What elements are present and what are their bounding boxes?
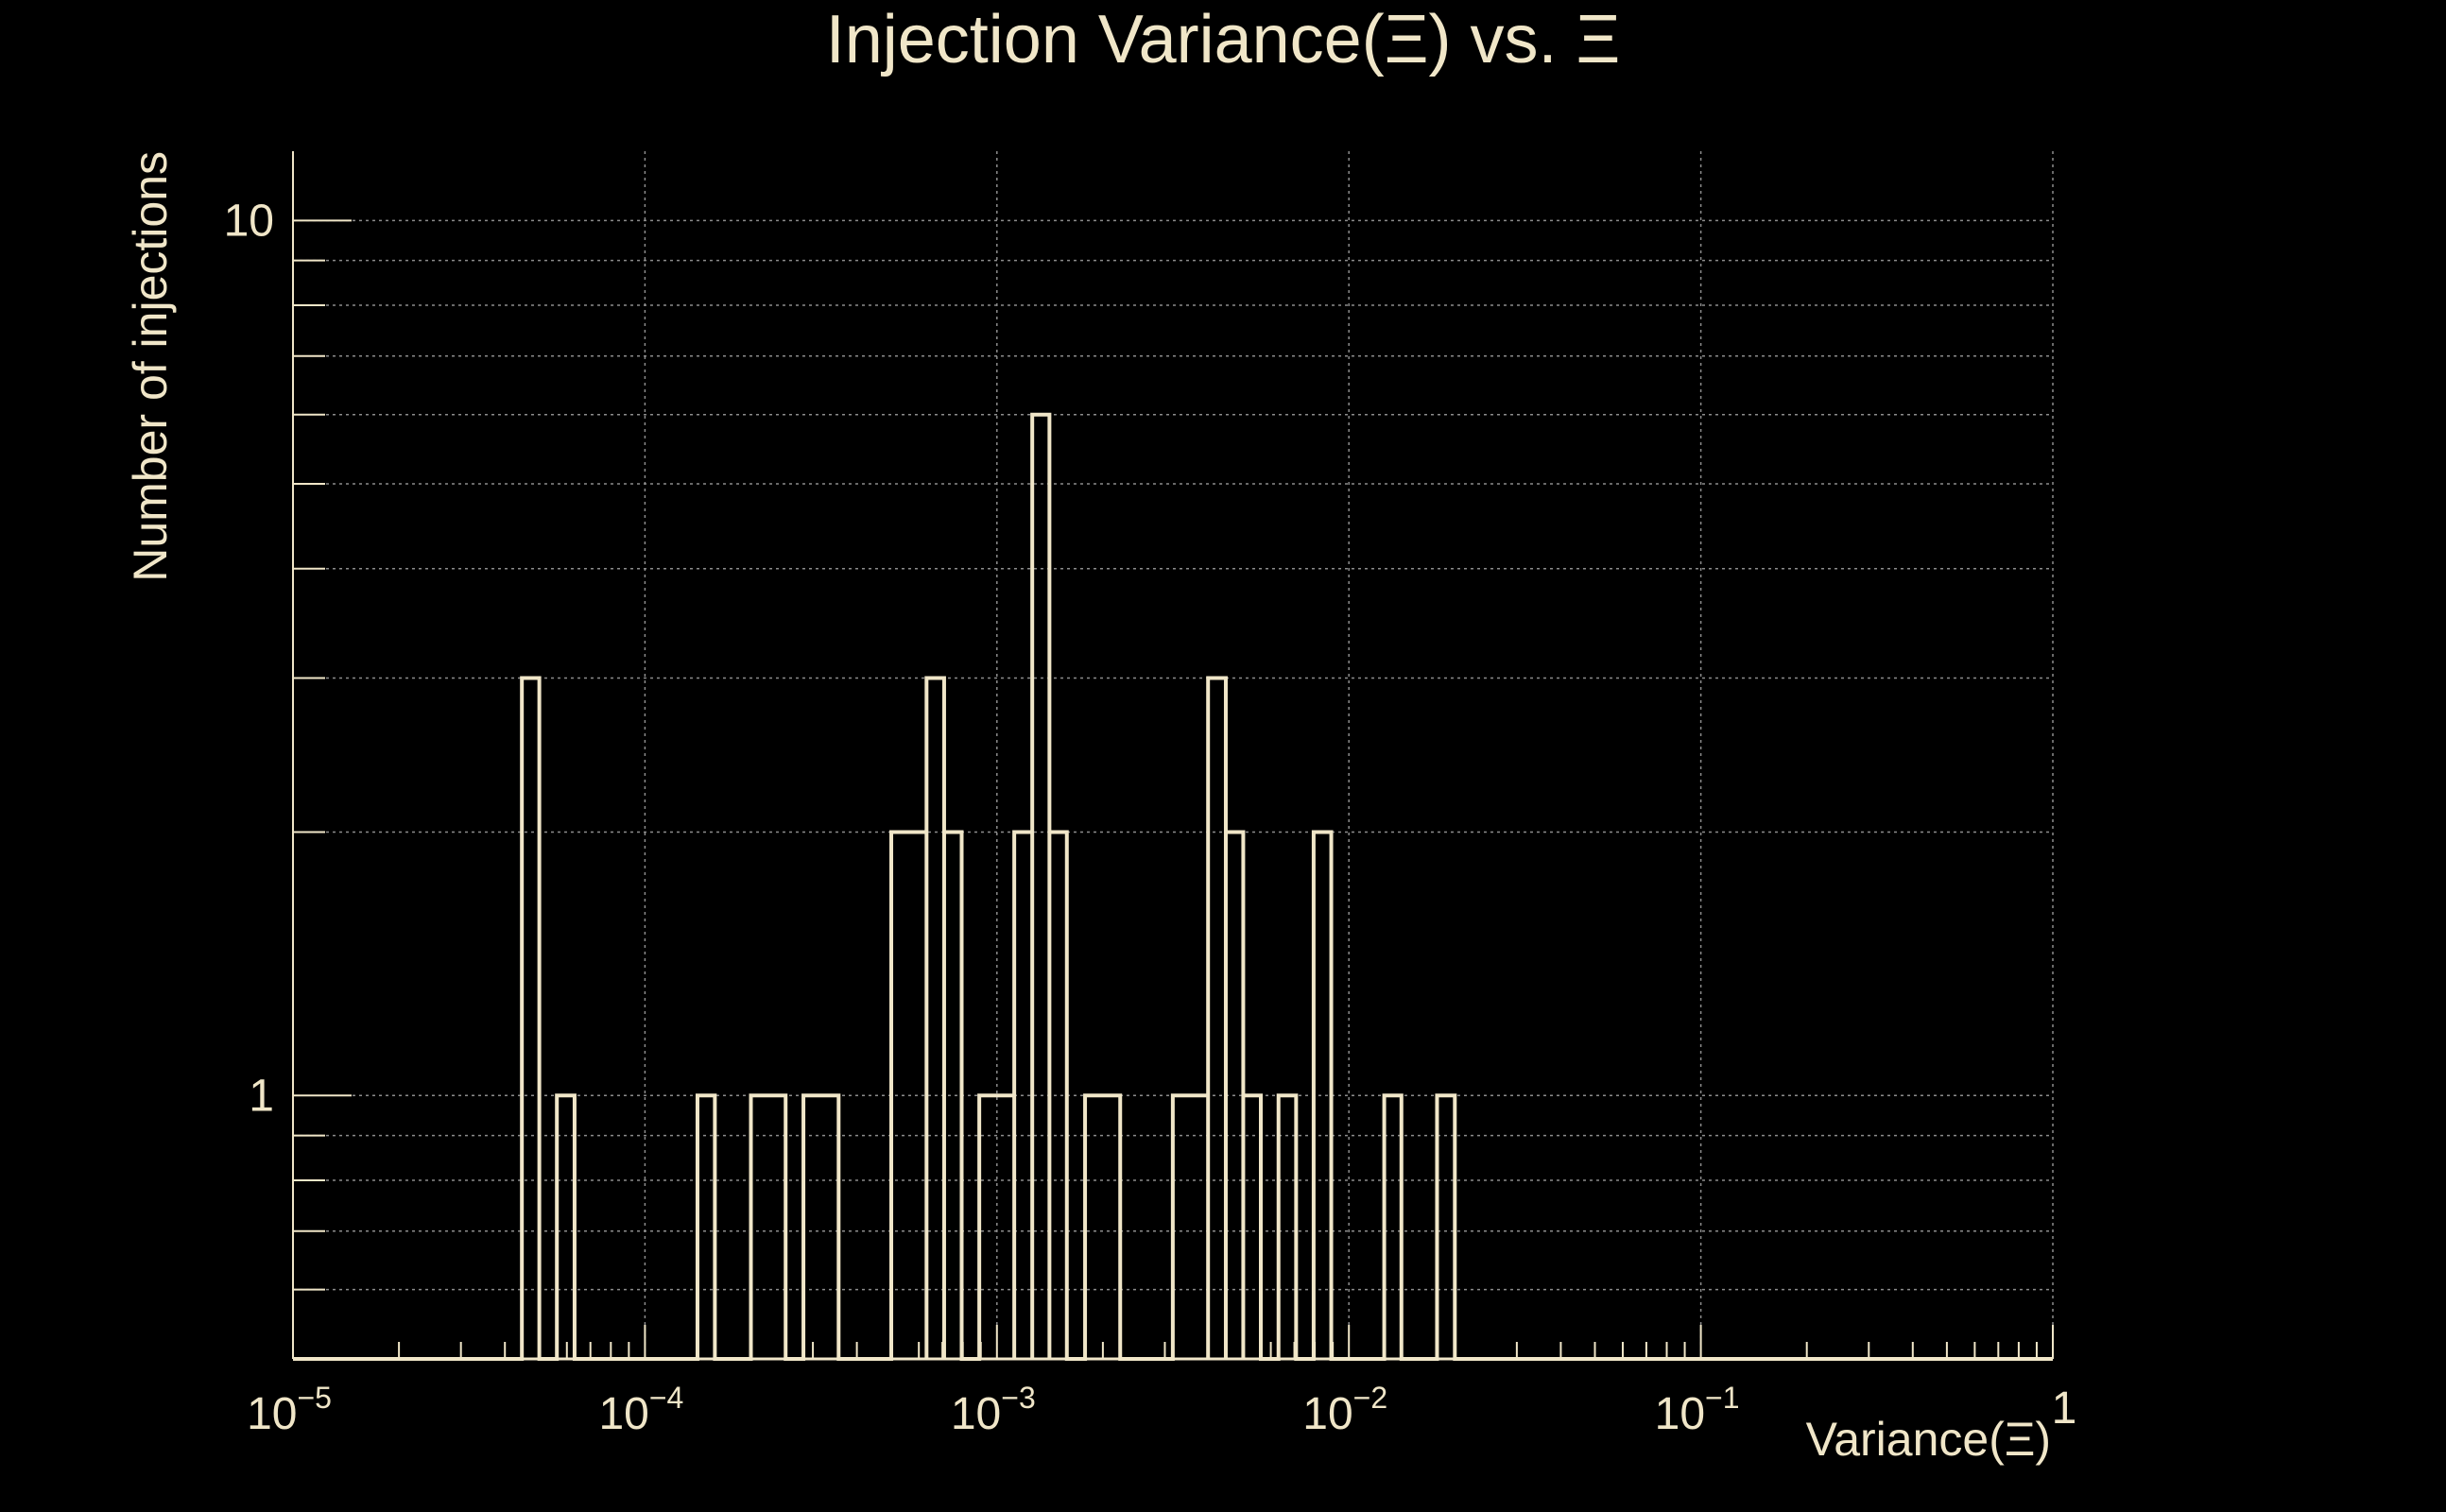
y-axis-label: Number of injections — [124, 151, 177, 582]
x-tick-label: 10−4 — [598, 1381, 683, 1439]
x-tick-label: 10−1 — [1655, 1381, 1740, 1439]
histogram-bin — [926, 678, 944, 1359]
x-axis-label: Variance(Ξ) — [1806, 1413, 2051, 1466]
x-tick-label: 10−3 — [951, 1381, 1036, 1439]
y-tick-label: 1 — [249, 1071, 274, 1121]
y-tick-labels: 1 10 — [224, 196, 274, 1121]
histogram-bin — [944, 833, 962, 1359]
x-tick-labels: 10−5 10−4 10−3 10−2 10−1 1 — [247, 1381, 2076, 1439]
y-tick-label: 10 — [224, 196, 274, 246]
x-tick-label: 1 — [2052, 1383, 2077, 1434]
x-tick-label: 10−2 — [1302, 1381, 1387, 1439]
histogram-bin — [1314, 833, 1332, 1359]
x-tick-label: 10−5 — [247, 1381, 332, 1439]
histogram-bin — [1032, 415, 1049, 1359]
chart-title: Injection Variance(Ξ) vs. Ξ — [826, 2, 1621, 77]
histogram-bin — [1173, 1095, 1208, 1359]
histogram-bin — [1208, 678, 1226, 1359]
grid-lines — [292, 151, 2054, 1359]
histogram-outline — [293, 412, 2053, 1361]
histogram-bin — [522, 678, 539, 1359]
histogram-bin — [803, 1095, 838, 1359]
histogram-bin — [1049, 833, 1066, 1359]
